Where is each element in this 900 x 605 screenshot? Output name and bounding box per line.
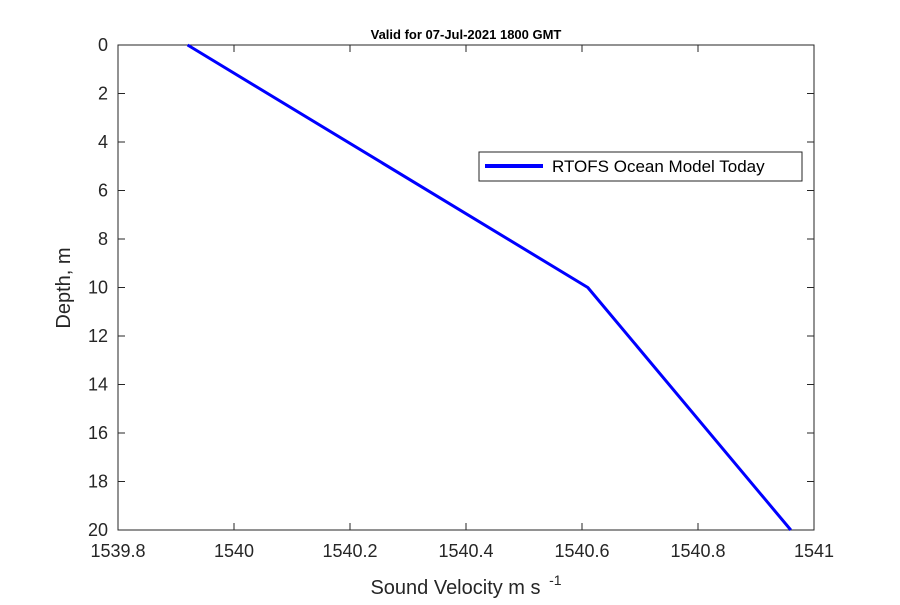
series-layer	[186, 43, 792, 531]
chart-title: Valid for 07-Jul-2021 1800 GMT	[371, 27, 562, 42]
y-tick-label: 18	[88, 472, 108, 492]
legend: RTOFS Ocean Model Today	[478, 151, 803, 182]
x-tick-label: 1539.8	[90, 541, 145, 561]
y-tick-label: 16	[88, 423, 108, 443]
y-tick-label: 10	[88, 278, 108, 298]
y-tick-label: 0	[98, 35, 108, 55]
y-axis-label: Depth, m	[53, 247, 75, 328]
x-tick-label: 1540.8	[670, 541, 725, 561]
y-tick-label: 4	[98, 132, 108, 152]
x-axis-label-superscript: -1	[549, 572, 562, 588]
y-tick-label: 20	[88, 520, 108, 540]
axis-ticks: 1539.8 1540 1540.2 1540.4 1540.6 1540.8 1541 0 2…	[88, 35, 834, 561]
x-tick-label: 1540	[214, 541, 254, 561]
y-tick-label: 12	[88, 326, 108, 346]
series-line-rtofs-ocean-model-today	[186, 43, 792, 531]
x-tick-label: 1540.2	[322, 541, 377, 561]
y-tick-label: 14	[88, 375, 108, 395]
x-axis-label-text: Sound Velocity m s	[370, 577, 540, 599]
x-tick-label: 1540.6	[554, 541, 609, 561]
x-tick-label: 1541	[794, 541, 834, 561]
y-tick-label: 2	[98, 84, 108, 104]
legend-entry-label: RTOFS Ocean Model Today	[552, 157, 765, 176]
x-axis-label: Sound Velocity m s -1	[370, 572, 561, 599]
y-tick-label: 8	[98, 229, 108, 249]
plot-area-frame	[117, 44, 815, 531]
y-tick-label: 6	[98, 181, 108, 201]
x-tick-label: 1540.4	[438, 541, 493, 561]
